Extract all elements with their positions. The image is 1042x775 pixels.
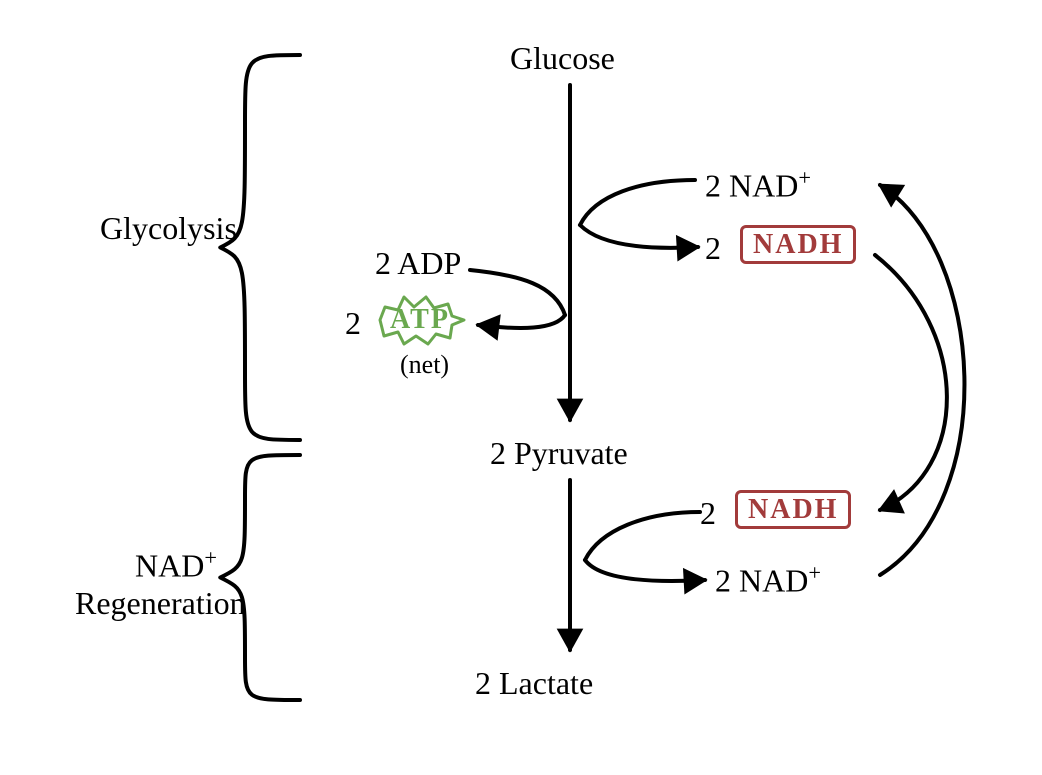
cofactor-nadh-top-qty: 2 <box>705 230 721 267</box>
cofactor-adp: 2 ADP <box>375 245 461 282</box>
phase-label-regeneration-line1: NAD+ <box>135 545 217 585</box>
phase-label-glycolysis: Glycolysis <box>100 210 237 247</box>
node-lactate: 2 Lactate <box>475 665 593 702</box>
node-glucose: Glucose <box>510 40 615 77</box>
phase-label-regeneration-line2: Regeneration <box>75 585 246 622</box>
nadh-box-top: NADH <box>740 225 856 264</box>
cofactor-nad-top: 2 NAD+ <box>705 165 811 205</box>
cofactor-atp-qty: 2 <box>345 305 361 342</box>
nadh-box-bottom: NADH <box>735 490 851 529</box>
cofactor-nadh-bot-qty: 2 <box>700 495 716 532</box>
arrows-and-braces <box>0 0 1042 775</box>
cofactor-atp-note: (net) <box>400 350 449 380</box>
cofactor-nad-bot: 2 NAD+ <box>715 560 821 600</box>
atp-starburst: ATP <box>375 295 465 345</box>
diagram-stage: Glycolysis NAD+ Regeneration Glucose 2 P… <box>0 0 1042 775</box>
node-pyruvate: 2 Pyruvate <box>490 435 628 472</box>
